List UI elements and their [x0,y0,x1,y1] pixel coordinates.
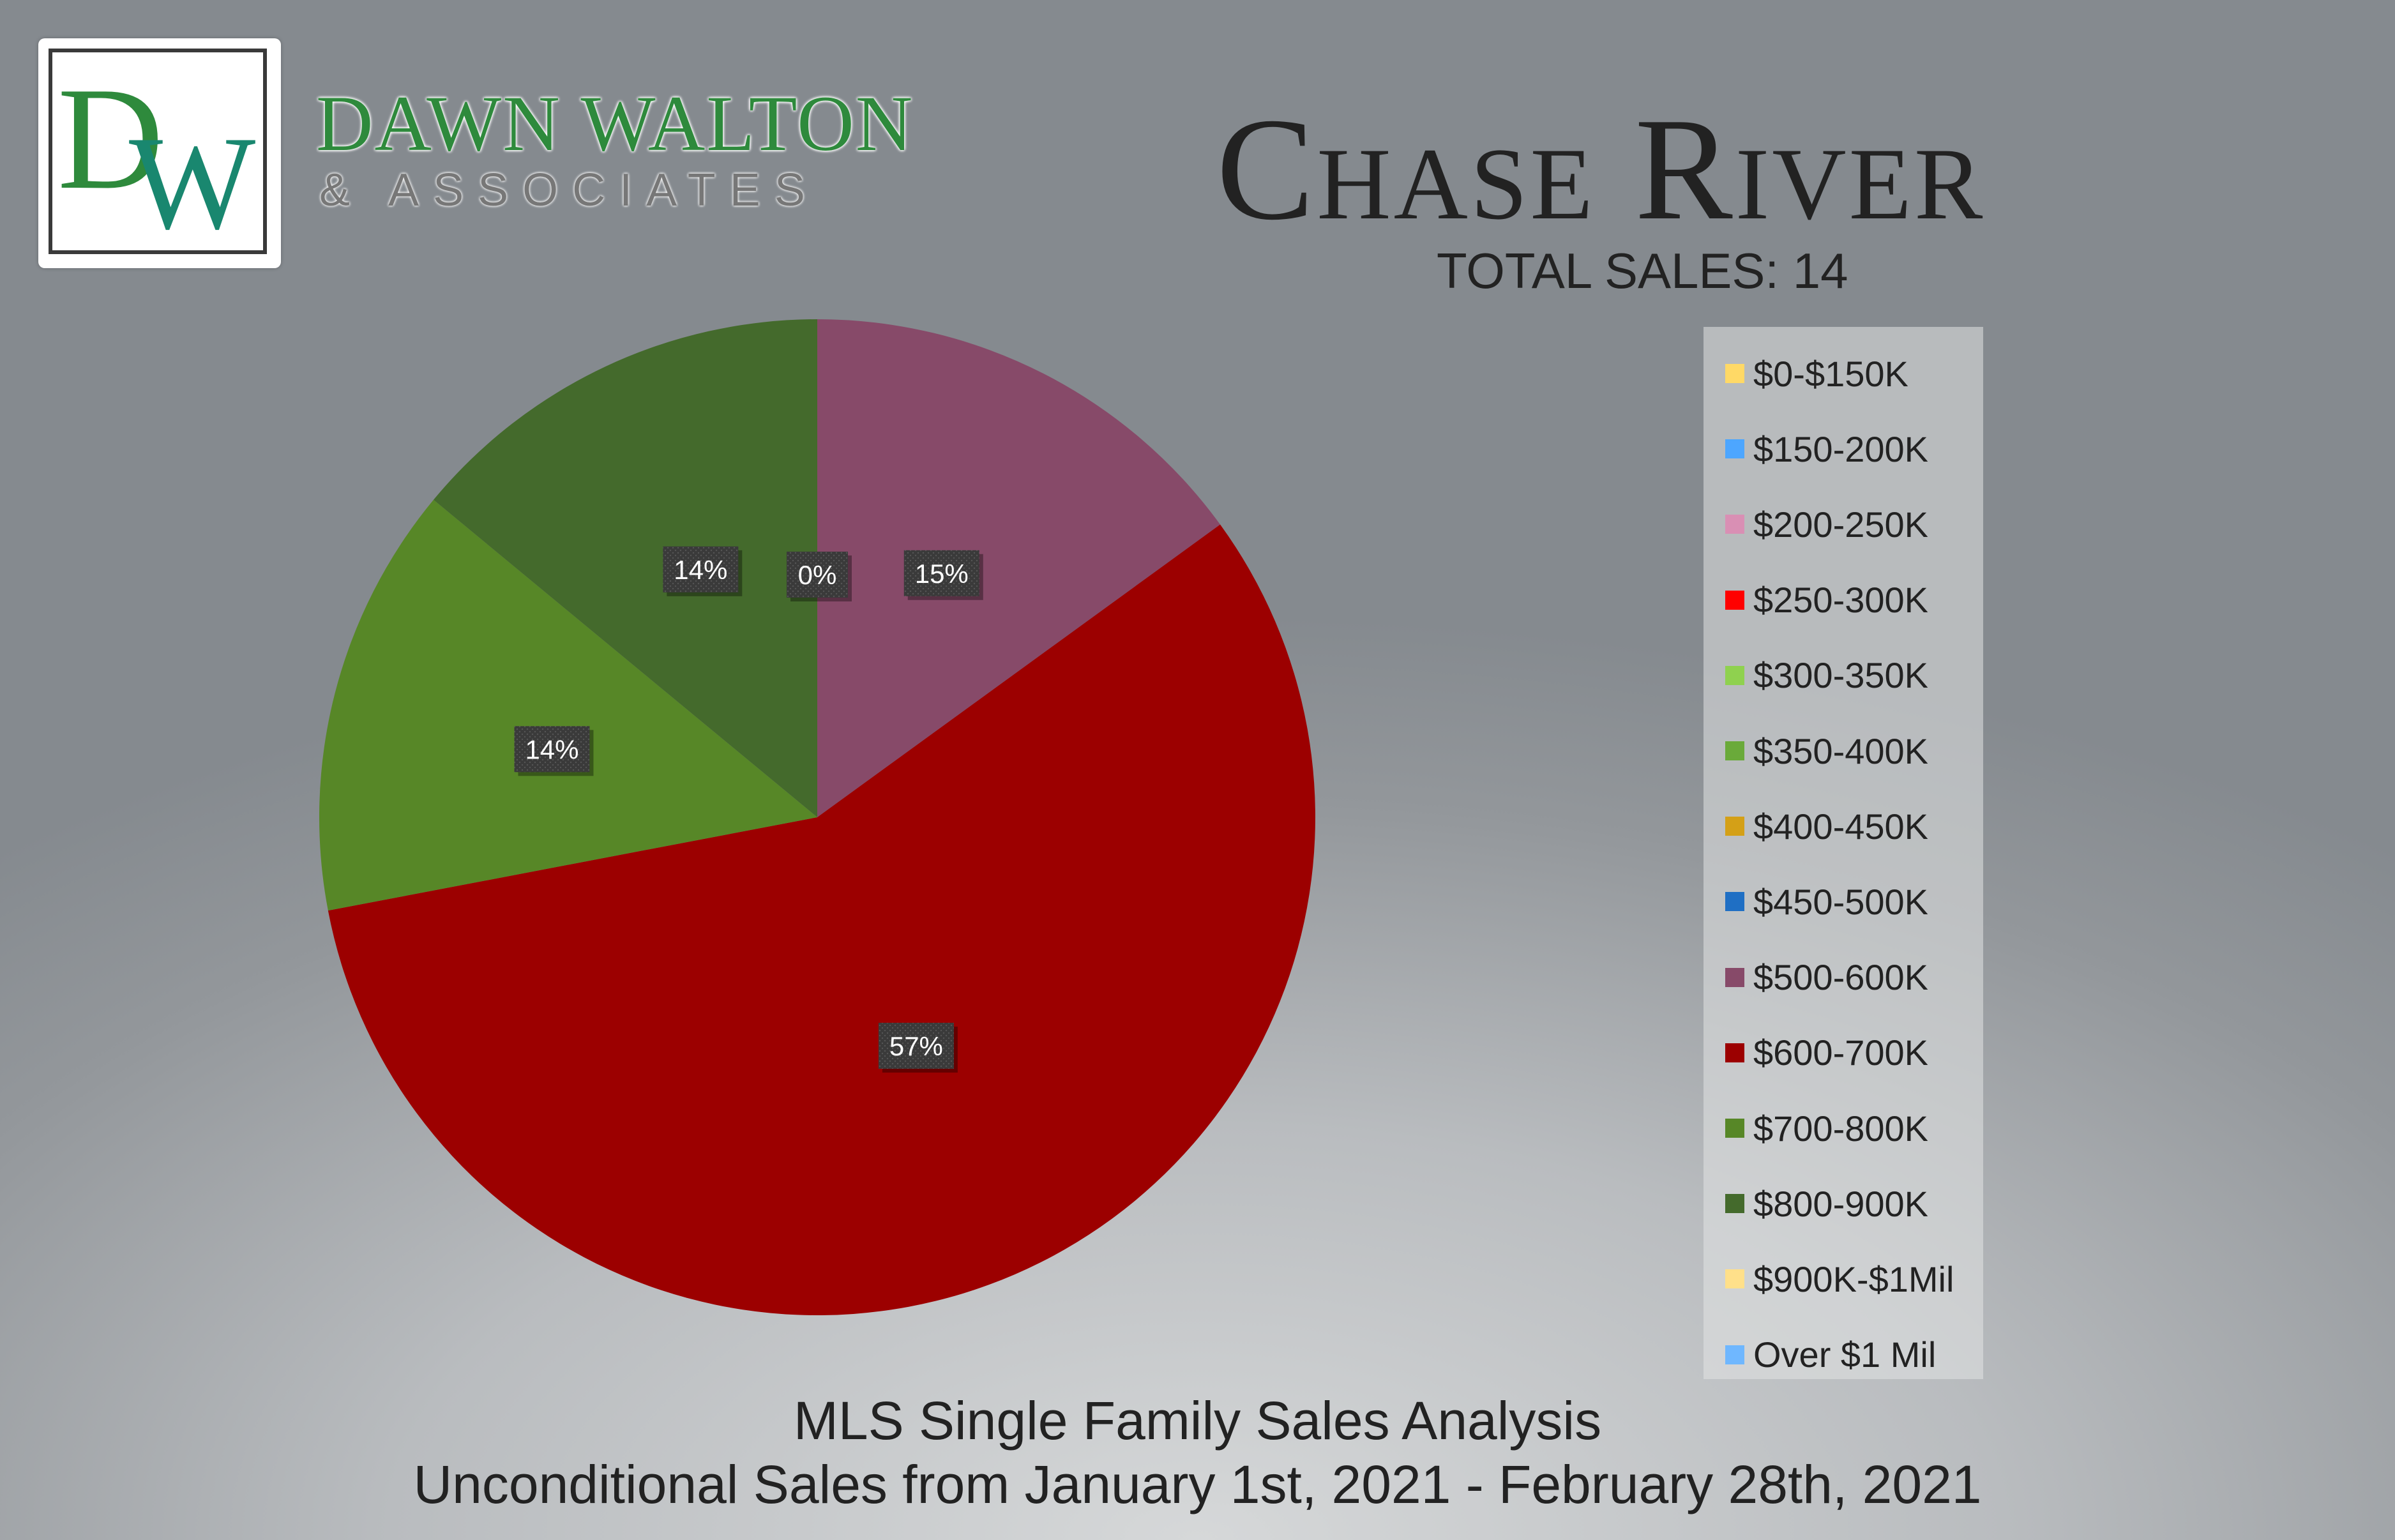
legend-item: $150-200K [1725,427,1928,471]
legend-swatch [1725,515,1744,534]
legend-label: $500-600K [1753,957,1929,998]
footer-title: MLS Single Family Sales Analysis [793,1391,1602,1451]
legend-swatch [1725,1269,1744,1289]
legend-item: $0-$150K [1725,351,1908,396]
total-sales: TOTAL SALES: 14 [1437,243,1848,299]
legend-swatch [1725,1345,1744,1364]
data-label: 14% [674,555,727,585]
chart-title: Chase River [1216,87,1986,250]
legend-swatch [1725,364,1744,383]
legend-label: $400-450K [1753,806,1929,847]
logo-letter-d: D [57,57,164,220]
pie-slice-10 [319,499,817,911]
legend-swatch [1725,1194,1744,1214]
legend-swatch [1725,741,1744,760]
legend-label: $450-500K [1753,881,1929,922]
legend-swatch [1725,817,1744,836]
logo: D W [38,38,281,268]
logo-monogram: D W [49,49,267,254]
data-label: 57% [889,1031,943,1061]
legend-swatch [1725,1043,1744,1062]
legend-swatch [1725,967,1744,987]
data-label-box: 15% [903,550,983,600]
pie-chart: 15% 57% 14% 14% 0% [319,319,1315,1315]
legend-label: $900K-$1Mil [1753,1258,1954,1299]
legend-swatch [1725,590,1744,610]
legend-label: $700-800K [1753,1108,1929,1149]
data-label: 15% [915,559,969,589]
legend-item: $700-800K [1725,1106,1928,1151]
legend-swatch [1725,439,1744,459]
brand-name: DAWN WALTON [316,80,914,167]
legend-swatch [1725,665,1744,685]
pie-slice-8 [817,319,1221,817]
data-label: 0% [798,560,837,590]
legend-item: $600-700K [1725,1030,1928,1075]
legend-label: $600-700K [1753,1032,1929,1073]
pie-slice-11 [433,319,817,817]
chart-legend: $0-$150K $150-200K $200-250K $250-300K $300-… [1704,327,1983,1379]
legend-label: $800-900K [1753,1183,1929,1224]
data-label-box: 0% [787,552,852,601]
legend-swatch [1725,1119,1744,1138]
legend-item: $200-250K [1725,502,1928,547]
legend-item: $300-350K [1725,653,1928,698]
legend-item: $500-600K [1725,955,1928,1000]
legend-item: Over $1 Mil [1725,1332,1936,1377]
data-label-box: 57% [878,1022,958,1073]
legend-label: $0-$150K [1753,353,1908,394]
legend-item: $900K-$1Mil [1725,1257,1954,1301]
legend-item: $250-300K [1725,578,1928,623]
data-label-box: 14% [514,726,594,776]
legend-item: $400-450K [1725,804,1928,849]
data-label: 14% [525,734,578,764]
legend-label: $250-300K [1753,580,1929,621]
legend-label: $350-400K [1753,730,1929,771]
legend-swatch [1725,892,1744,912]
legend-label: $150-200K [1753,428,1929,469]
brand-subtitle: & ASSOCIATES [319,165,819,216]
legend-label: Over $1 Mil [1753,1334,1937,1375]
pie-slice-9 [328,524,1315,1315]
legend-item: $350-400K [1725,728,1928,773]
logo-letter-w: W [129,109,256,254]
legend-item: $800-900K [1725,1181,1928,1226]
legend-label: $200-250K [1753,504,1929,545]
data-label-box: 14% [663,546,743,596]
legend-item: $450-500K [1725,879,1928,924]
legend-label: $300-350K [1753,655,1929,696]
footer-date-range: Unconditional Sales from January 1st, 20… [413,1454,1982,1514]
